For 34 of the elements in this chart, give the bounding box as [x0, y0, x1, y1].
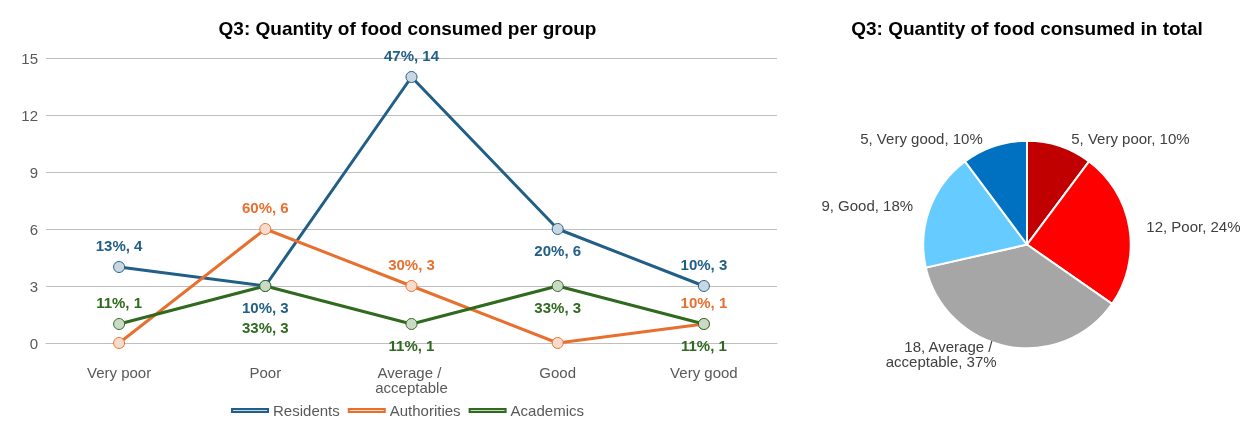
slice-label: 5, Very good, 10%	[860, 129, 983, 147]
y-tick-label: 3	[29, 277, 38, 295]
data-label: 60%, 6	[241, 199, 289, 216]
data-label: 20%, 6	[534, 242, 582, 259]
data-label: 13%, 4	[95, 237, 144, 254]
legend-label: Authorities	[389, 402, 461, 419]
data-label: 33%, 3	[534, 299, 582, 316]
legend-label: Academics	[510, 402, 584, 419]
data-label: 30%, 3	[388, 256, 435, 273]
y-tick-label: 12	[21, 106, 38, 124]
slice-label: 18, Average / acceptable, 37%	[885, 338, 997, 371]
slice-label: 5, Very poor, 10%	[1071, 129, 1190, 147]
data-label: 10%, 3	[680, 256, 728, 273]
y-tick-label: 0	[29, 334, 38, 352]
data-label: 47%, 14	[383, 47, 440, 64]
slice-label: 12, Poor, 24%	[1146, 218, 1241, 236]
x-tick-label: Average / acceptable	[375, 364, 448, 396]
legend-label: Residents	[273, 402, 340, 419]
x-tick-label: Poor	[249, 364, 282, 381]
data-label: 10%, 1	[680, 294, 728, 311]
data-label: 33%, 3	[241, 319, 289, 336]
chart-title: Q3: Quantity of food consumed per group	[218, 18, 597, 39]
x-tick-label: Very poor	[86, 364, 152, 381]
data-label: 11%, 1	[680, 337, 727, 354]
x-tick-label: Good	[539, 364, 577, 381]
y-tick-label: 15	[21, 49, 38, 67]
y-tick-label: 6	[29, 220, 38, 238]
data-label: 11%, 1	[96, 294, 143, 311]
data-label: 10%, 3	[241, 299, 289, 316]
data-label: 11%, 1	[388, 337, 435, 354]
y-tick-label: 9	[29, 163, 38, 181]
chart-title: Q3: Quantity of food consumed in total	[851, 18, 1203, 39]
x-tick-label: Very good	[670, 364, 738, 381]
slice-label: 9, Good, 18%	[821, 197, 914, 215]
